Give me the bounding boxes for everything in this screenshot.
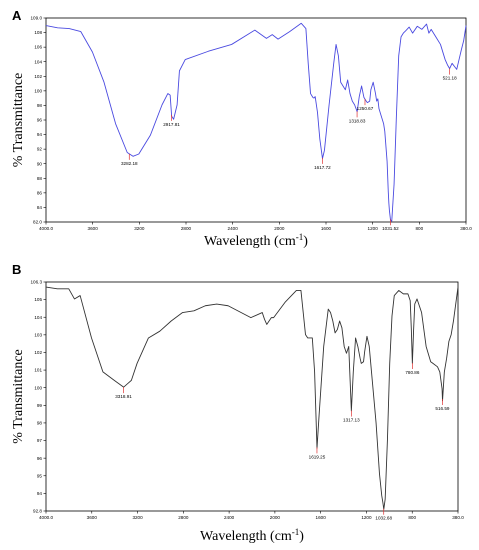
y-tick-label: 109.0: [31, 16, 43, 21]
panel-letter: A: [12, 8, 22, 23]
y-tick-label: 101: [34, 368, 42, 373]
peak-label: 2917.81: [163, 122, 180, 127]
x-tick-label: 1600: [321, 226, 332, 231]
peak-label: 3318.91: [115, 394, 132, 399]
x-tick-label: 3600: [87, 515, 98, 520]
x-tick-label: 4000.0: [39, 515, 53, 520]
y-tick-label: 98: [37, 103, 43, 108]
panel-letter: B: [12, 262, 21, 277]
y-tick-label: 94: [37, 132, 43, 137]
peak-label: 521.18: [443, 76, 457, 81]
panel-a: A 4000.0 3600 3200 2800 2400 2000 1600 1200 800 38…: [11, 8, 472, 249]
x-tick-label: 4000.0: [39, 226, 53, 231]
x-tick-label: 1600: [316, 515, 327, 520]
plot-frame: [45, 17, 467, 223]
x-tick-label: 2800: [178, 515, 189, 520]
x-tick-label: 2800: [181, 226, 192, 231]
y-tick-label: 96: [37, 118, 43, 123]
peak-label: 1617.72: [314, 165, 331, 170]
y-tick-label: 90: [37, 161, 43, 166]
peak-label: 1317.13: [343, 418, 360, 423]
x-tick-label: 380.0: [460, 226, 472, 231]
peak-label: 1318.83: [349, 118, 366, 123]
x-tick-label: 800: [408, 515, 416, 520]
x-axis-label: Wavelength (cm-1): [204, 232, 308, 249]
y-tick-label: 92: [37, 147, 43, 152]
x-tick-label: 2400: [228, 226, 239, 231]
spectrum-line: [45, 22, 467, 222]
y-tick-label: 104: [34, 315, 42, 320]
x-tick-label: 3200: [132, 515, 143, 520]
y-axis-label: % Transmittance: [11, 73, 26, 168]
y-tick-label: 100: [34, 88, 42, 93]
x-tick-label: 380.0: [452, 515, 464, 520]
peak-label: 3282.18: [121, 161, 138, 166]
y-tick-label: 86: [37, 190, 43, 195]
spectrum-line: [45, 286, 459, 510]
y-tick-label: 103: [34, 332, 42, 337]
x-axis-label: Wavelength (cm-1): [200, 527, 304, 544]
y-tick-label: 108: [34, 30, 42, 35]
y-tick-label: 106.3: [31, 280, 43, 285]
y-tick-label: 97: [37, 438, 43, 443]
x-tick-label: 3600: [88, 226, 99, 231]
y-tick-label: 95: [37, 473, 43, 478]
x-tick-label: 2400: [224, 515, 235, 520]
peak-label: 516.59: [435, 406, 449, 411]
peak-label: 780.86: [405, 370, 419, 375]
y-tick-label: 96: [37, 456, 43, 461]
peak-label: 1031.52: [382, 226, 399, 231]
y-tick-label: 100: [34, 385, 42, 390]
y-axis-label: % Transmittance: [11, 349, 26, 444]
y-tick-label: 88: [37, 176, 43, 181]
x-tick-label: 1200: [368, 226, 379, 231]
x-tick-label: 2000: [274, 226, 285, 231]
y-tick-label: 106: [34, 45, 42, 50]
panel-b: B 4000.0 3600 3200 2800 2400 2000 1600 1200 800 38…: [11, 262, 464, 544]
peak-label: 1032.68: [375, 516, 392, 521]
y-tick-label: 102: [34, 74, 42, 79]
x-tick-label: 800: [415, 226, 423, 231]
y-tick-label: 84: [37, 205, 43, 210]
y-tick-label: 104: [34, 59, 42, 64]
y-tick-label: 102: [34, 350, 42, 355]
y-tick-label: 105: [34, 297, 42, 302]
plot-frame: [45, 281, 459, 512]
y-tick-label: 92.8: [33, 509, 42, 514]
y-tick-label: 98: [37, 421, 43, 426]
peak-label: 1619.25: [309, 454, 326, 459]
y-tick-label: 99: [37, 403, 43, 408]
y-tick-label: 82.0: [33, 220, 42, 225]
x-tick-label: 3200: [134, 226, 145, 231]
y-tick-label: 94: [37, 491, 43, 496]
x-tick-label: 1200: [361, 515, 372, 520]
x-tick-label: 2000: [270, 515, 281, 520]
peak-label: 1250.67: [357, 106, 374, 111]
